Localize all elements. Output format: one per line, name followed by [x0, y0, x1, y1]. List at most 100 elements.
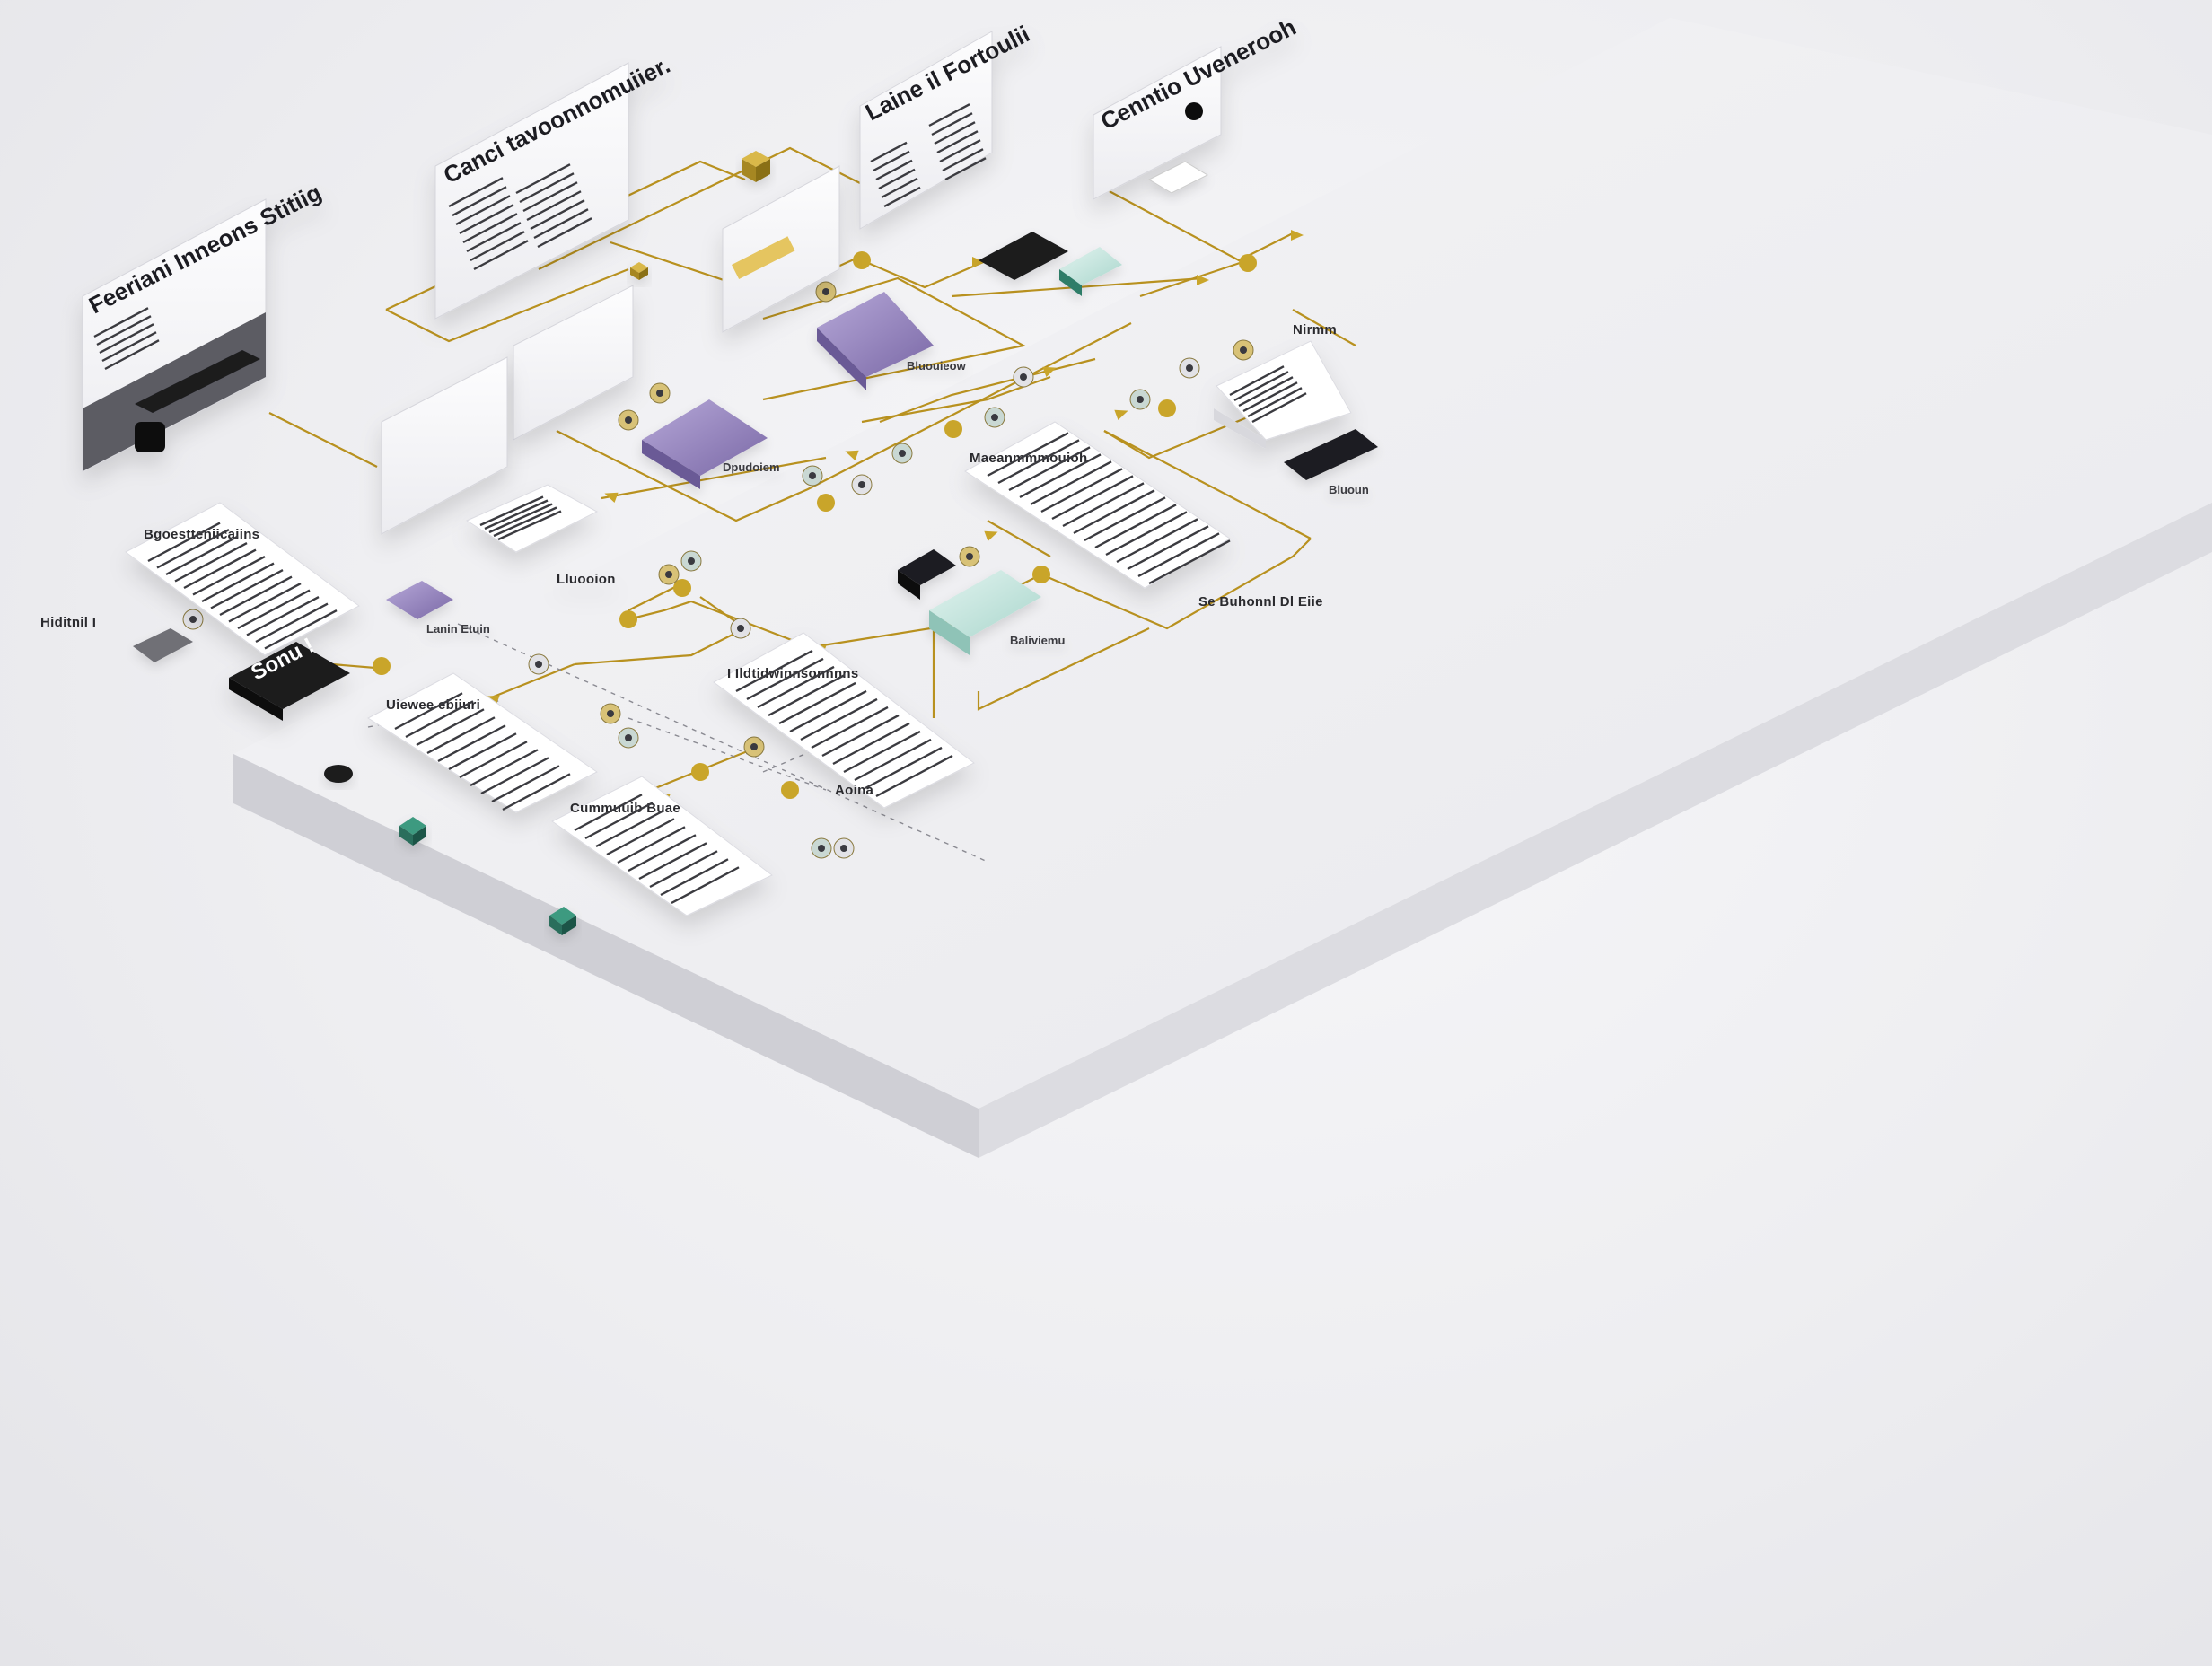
- sheet-text-lines: [928, 103, 987, 181]
- text-line: [997, 439, 1080, 485]
- text-line: [934, 121, 976, 145]
- text-line: [1233, 371, 1289, 402]
- text-line: [878, 168, 916, 190]
- node-icon: [600, 703, 621, 724]
- mint-card: Baliviemu: [929, 570, 1065, 655]
- text-line: [99, 323, 154, 355]
- node-core: [625, 734, 632, 741]
- sheet-title: Bgoestteniicaiins: [144, 527, 259, 542]
- text-line: [870, 141, 908, 163]
- text-line: [811, 706, 889, 750]
- text-line: [183, 548, 257, 590]
- gold-nodes: [373, 251, 1257, 799]
- text-line: [515, 163, 571, 195]
- node-icon: [984, 407, 1005, 428]
- text-line: [789, 689, 867, 733]
- gold-node: [673, 579, 691, 597]
- text-line: [1084, 496, 1166, 542]
- node-icon: [1129, 389, 1151, 410]
- purple-card-top: Bluouieow: [817, 292, 967, 390]
- gold-node: [691, 763, 709, 781]
- text-line: [455, 195, 511, 226]
- node-icon: [959, 546, 980, 567]
- connector: [268, 412, 378, 468]
- dark-card-top: [979, 232, 1068, 280]
- text-line: [865, 746, 943, 790]
- dashed-guide: [457, 623, 988, 863]
- sheet-text-lines: [870, 141, 921, 208]
- mint-card-top: [1059, 247, 1122, 296]
- node-icon: [618, 409, 639, 431]
- text-line: [473, 240, 529, 271]
- platform-top: [233, 18, 2212, 1109]
- arrow-head: [1114, 409, 1128, 421]
- text-line: [1137, 532, 1220, 578]
- node-core: [1020, 373, 1027, 381]
- node-core: [822, 288, 830, 295]
- teal-cube-1: [399, 817, 426, 846]
- text-line: [628, 834, 697, 872]
- arrow-head: [1291, 230, 1304, 241]
- platform-side-face: [979, 503, 2212, 1158]
- sheet-text-lines: [479, 495, 562, 541]
- purple-card-left: Lanin Etuin: [386, 581, 490, 636]
- node-core: [966, 553, 973, 560]
- sheet-text-lines: [735, 649, 953, 798]
- text-line: [1247, 387, 1303, 418]
- node-icon: [649, 382, 671, 404]
- sheet-uiewee-ebiiuri: Lluooion: [465, 484, 616, 587]
- text-line: [584, 802, 654, 840]
- text-line: [93, 307, 149, 338]
- gold-node: [1239, 254, 1257, 272]
- text-line: [210, 569, 284, 609]
- gold-node: [373, 657, 391, 675]
- sheet-text-lines: [515, 163, 592, 249]
- connector: [1292, 309, 1356, 346]
- text-line: [459, 204, 514, 235]
- arrow-head: [984, 530, 998, 542]
- sheet-text-lines: [1229, 365, 1307, 424]
- sheet-text-lines: [93, 307, 160, 371]
- text-line: [1105, 511, 1188, 557]
- node-icon: [182, 609, 204, 630]
- text-line: [944, 157, 987, 181]
- text-line: [201, 562, 275, 603]
- node-core: [625, 416, 632, 424]
- text-line: [459, 741, 528, 779]
- sheet-title: Maeanmmmouioh: [970, 451, 1087, 466]
- node-core: [1137, 396, 1144, 403]
- node-icon: [743, 736, 765, 758]
- connector: [1103, 430, 1312, 539]
- text-line: [246, 596, 320, 636]
- text-line: [1040, 468, 1123, 513]
- text-line: [1062, 482, 1145, 528]
- tag: Bluoun: [1329, 483, 1369, 496]
- text-line: [936, 130, 979, 154]
- annotations: Hiditnil I Se Buhonnl Dl Eiie Nirmm Aoin…: [40, 322, 1337, 798]
- teal-cube-2: [549, 907, 576, 935]
- sheet-maeanmmmouioh: Maeanmmmouioh: [964, 421, 1231, 589]
- text-line: [660, 858, 729, 897]
- text-line: [1229, 365, 1285, 397]
- sheet-text-lines: [448, 177, 529, 271]
- upright-panel-3: Laine il Fortoulii: [859, 20, 1034, 230]
- node-icon: [1233, 339, 1254, 361]
- node-icon: [658, 564, 680, 585]
- node-icon: [528, 653, 549, 675]
- upright-panel-6: [513, 285, 634, 441]
- mid-annotation: Aoina: [835, 783, 874, 798]
- sheet-title: Cummuuib Buae: [570, 801, 680, 816]
- text-line: [928, 103, 970, 127]
- app-icon: [135, 422, 165, 452]
- tag: Dpudoiem: [723, 460, 780, 474]
- sheet-title: Lluooion: [557, 572, 616, 587]
- text-line: [101, 331, 157, 363]
- gold-node: [817, 494, 835, 512]
- node-core: [535, 661, 542, 668]
- text-line: [671, 866, 740, 905]
- text-line: [1051, 475, 1134, 521]
- text-line: [237, 589, 311, 630]
- sheet-text-lines: [574, 794, 740, 905]
- text-line: [1094, 504, 1177, 549]
- text-line: [470, 231, 525, 262]
